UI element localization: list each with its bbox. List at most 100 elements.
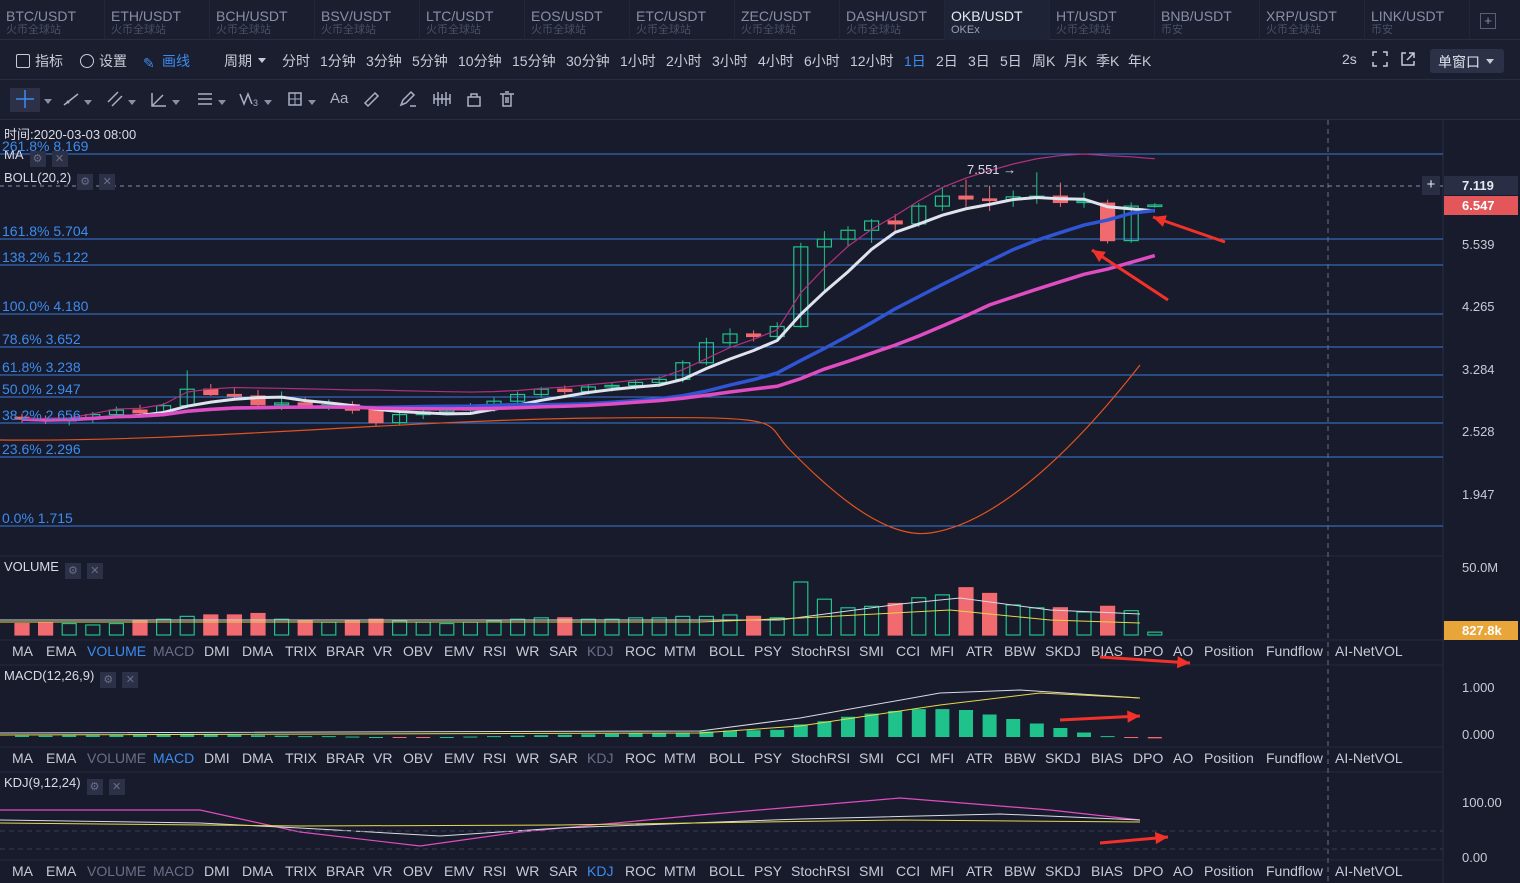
indicator-tab-smi[interactable]: SMI [859, 750, 884, 766]
indicator-tab-sar[interactable]: SAR [549, 643, 578, 659]
indicator-tab-smi[interactable]: SMI [859, 863, 884, 879]
indicator-tab-ma[interactable]: MA [12, 750, 33, 766]
indicator-tab-sar[interactable]: SAR [549, 863, 578, 879]
indicator-tab-boll[interactable]: BOLL [709, 643, 745, 659]
gear-icon[interactable]: ⚙ [77, 174, 93, 190]
indicator-tab-emv[interactable]: EMV [444, 643, 474, 659]
indicator-tab-roc[interactable]: ROC [625, 643, 656, 659]
indicator-tab-trix[interactable]: TRIX [285, 750, 317, 766]
indicator-tab-wr[interactable]: WR [516, 750, 539, 766]
fullscreen-icon[interactable] [1372, 51, 1388, 70]
indicator-tab-skdj[interactable]: SKDJ [1045, 643, 1081, 659]
indicator-tab-macd[interactable]: MACD [153, 643, 194, 659]
indicator-tab-macd[interactable]: MACD [153, 863, 194, 879]
angle-tool[interactable] [150, 90, 180, 110]
indicator-tab-dpo[interactable]: DPO [1133, 750, 1163, 766]
symbol-tab[interactable]: OKB/USDT OKEx [945, 0, 1050, 40]
indicator-tab-bias[interactable]: BIAS [1091, 863, 1123, 879]
indicator-tab-ema[interactable]: EMA [46, 863, 76, 879]
period-option[interactable]: 月K [1064, 51, 1087, 71]
indicator-tab-mtm[interactable]: MTM [664, 643, 696, 659]
settings-button[interactable]: 设置 [80, 51, 127, 71]
indicator-tab-bbw[interactable]: BBW [1004, 863, 1036, 879]
window-mode-select[interactable]: 单窗口 [1430, 49, 1504, 73]
indicator-tab-smi[interactable]: SMI [859, 643, 884, 659]
indicator-tab-bbw[interactable]: BBW [1004, 643, 1036, 659]
indicator-tab-sar[interactable]: SAR [549, 750, 578, 766]
indicator-tab-ma[interactable]: MA [12, 643, 33, 659]
indicator-tab-skdj[interactable]: SKDJ [1045, 750, 1081, 766]
close-icon[interactable]: ✕ [87, 563, 103, 579]
indicator-tab-fundflow[interactable]: Fundflow [1266, 643, 1323, 659]
indicator-tab-fundflow[interactable]: Fundflow [1266, 750, 1323, 766]
indicator-tab-dma[interactable]: DMA [242, 750, 273, 766]
chart-area[interactable]: 时间:2020-03-03 08:00 MA ⚙ ✕ BOLL(20,2) ⚙ ✕ 26… [0, 120, 1520, 883]
period-dropdown[interactable]: 周期 [224, 51, 266, 71]
period-option[interactable]: 2日 [936, 51, 958, 71]
period-option[interactable]: 分时 [282, 51, 310, 71]
indicator-tab-mtm[interactable]: MTM [664, 863, 696, 879]
indicator-tab-trix[interactable]: TRIX [285, 643, 317, 659]
indicator-tab-volume[interactable]: VOLUME [87, 750, 146, 766]
close-icon[interactable]: ✕ [122, 672, 138, 688]
indicator-tab-rsi[interactable]: RSI [483, 863, 506, 879]
wave-tool[interactable]: 3 [238, 90, 272, 110]
period-option[interactable]: 3日 [968, 51, 990, 71]
gear-icon[interactable]: ⚙ [87, 779, 103, 795]
symbol-tab[interactable]: LINK/USDT 币安 [1365, 0, 1470, 40]
indicator-tab-vr[interactable]: VR [373, 863, 392, 879]
chart-canvas[interactable] [0, 120, 1520, 883]
period-option[interactable]: 5日 [1000, 51, 1022, 71]
indicator-tab-boll[interactable]: BOLL [709, 863, 745, 879]
indicator-tab-rsi[interactable]: RSI [483, 750, 506, 766]
indicator-tab-cci[interactable]: CCI [896, 643, 920, 659]
indicator-tab-atr[interactable]: ATR [966, 643, 993, 659]
gear-icon[interactable]: ⚙ [65, 563, 81, 579]
indicator-tab-mfi[interactable]: MFI [930, 643, 954, 659]
symbol-tab[interactable]: LTC/USDT 火币全球站 [420, 0, 525, 40]
symbol-tab[interactable]: EOS/USDT 火币全球站 [525, 0, 630, 40]
indicator-tab-wr[interactable]: WR [516, 863, 539, 879]
indicator-tab-mtm[interactable]: MTM [664, 750, 696, 766]
indicator-tab-atr[interactable]: ATR [966, 863, 993, 879]
indicator-tab-stochrsi[interactable]: StochRSI [791, 750, 850, 766]
period-option[interactable]: 30分钟 [566, 51, 610, 71]
indicator-tab-mfi[interactable]: MFI [930, 863, 954, 879]
indicator-tab-kdj[interactable]: KDJ [587, 863, 613, 879]
trendline-tool[interactable] [62, 90, 92, 110]
indicator-tab-rsi[interactable]: RSI [483, 643, 506, 659]
indicator-tab-kdj[interactable]: KDJ [587, 750, 613, 766]
indicator-tab-fundflow[interactable]: Fundflow [1266, 863, 1323, 879]
indicator-tab-atr[interactable]: ATR [966, 750, 993, 766]
indicator-tab-emv[interactable]: EMV [444, 750, 474, 766]
indicator-tab-dma[interactable]: DMA [242, 643, 273, 659]
indicator-tab-ai-netvol[interactable]: AI-NetVOL [1335, 643, 1403, 659]
indicator-tab-ao[interactable]: AO [1173, 643, 1193, 659]
add-alert-icon[interactable]: + [1422, 176, 1440, 195]
period-option[interactable]: 4小时 [758, 51, 794, 71]
parallel-tool[interactable] [106, 90, 136, 110]
indicator-tab-stochrsi[interactable]: StochRSI [791, 643, 850, 659]
indicator-tab-position[interactable]: Position [1204, 750, 1254, 766]
symbol-tab[interactable]: BCH/USDT 火币全球站 [210, 0, 315, 40]
symbol-tab[interactable]: ETH/USDT 火币全球站 [105, 0, 210, 40]
crosshair-menu[interactable] [40, 94, 52, 114]
symbol-tab[interactable]: BSV/USDT 火币全球站 [315, 0, 420, 40]
indicator-tab-roc[interactable]: ROC [625, 750, 656, 766]
indicator-tab-ao[interactable]: AO [1173, 750, 1193, 766]
symbol-tab[interactable]: ETC/USDT 火币全球站 [630, 0, 735, 40]
indicator-tab-bias[interactable]: BIAS [1091, 643, 1123, 659]
period-option[interactable]: 6小时 [804, 51, 840, 71]
indicator-tab-brar[interactable]: BRAR [326, 750, 365, 766]
indicator-tab-psy[interactable]: PSY [754, 643, 782, 659]
symbol-tab[interactable]: XRP/USDT 火币全球站 [1260, 0, 1365, 40]
indicator-tab-stochrsi[interactable]: StochRSI [791, 863, 850, 879]
indicator-tab-skdj[interactable]: SKDJ [1045, 863, 1081, 879]
text-tool[interactable]: Aa [330, 90, 348, 110]
indicator-tab-vr[interactable]: VR [373, 750, 392, 766]
gear-icon[interactable]: ⚙ [100, 672, 116, 688]
period-option[interactable]: 1小时 [620, 51, 656, 71]
indicator-tab-position[interactable]: Position [1204, 863, 1254, 879]
period-option[interactable]: 1日 [904, 51, 926, 71]
period-option[interactable]: 1分钟 [320, 51, 356, 71]
